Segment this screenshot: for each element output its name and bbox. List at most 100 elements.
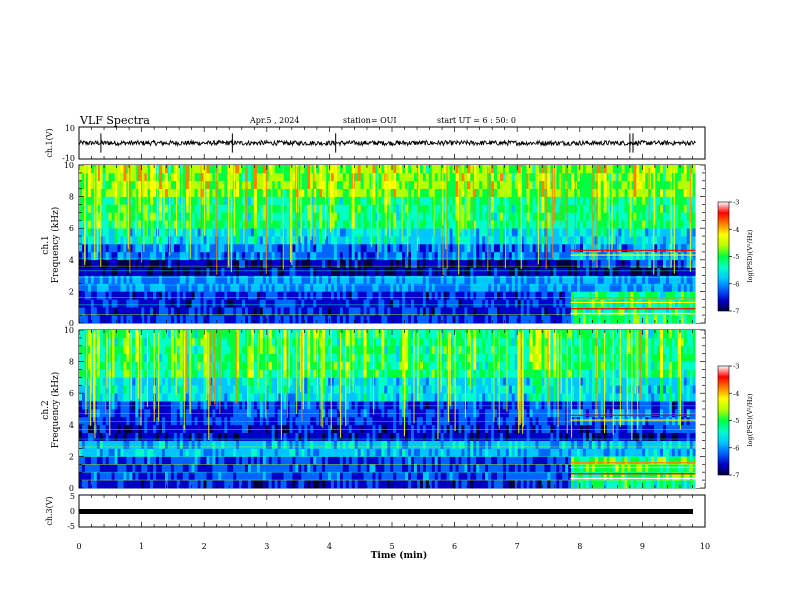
spectrogram-cell [250, 259, 255, 268]
spectrogram-cell [253, 275, 258, 284]
spectrogram-cell [425, 315, 430, 324]
spectrogram-cell [325, 275, 329, 284]
spectrogram-cell [132, 432, 136, 441]
spectrogram-cell [639, 251, 643, 261]
spectrogram-cell [479, 291, 483, 300]
spectrogram-cell [144, 244, 148, 253]
spectrogram-cell [455, 307, 459, 316]
spectrogram-cell [342, 275, 347, 284]
spectrogram-cell [603, 275, 608, 284]
spectrogram-cell [449, 236, 453, 245]
spectrogram-cell [120, 283, 124, 292]
spectrogram-cell [197, 251, 201, 261]
spectrogram-cell [126, 315, 130, 324]
spectrogram-cell [636, 244, 640, 253]
spectrogram-cell [316, 220, 320, 229]
spectrogram-cell [156, 251, 160, 261]
spectrogram-cell [366, 180, 370, 189]
spectrogram-cell [514, 283, 519, 292]
spectrogram-cell [248, 259, 252, 268]
spectrogram-cell [651, 307, 655, 316]
spectrogram-cell [215, 299, 219, 308]
spectrogram-cell [185, 291, 190, 300]
spectrogram-cell [488, 299, 492, 308]
spectrogram-cell [473, 236, 477, 245]
spectrogram-cell [476, 236, 480, 245]
spectrogram-cell [476, 244, 480, 253]
spectrogram-cell [126, 401, 130, 410]
spectrogram-cell [114, 204, 118, 213]
spectrogram-cell [271, 212, 276, 221]
spectrogram-cell [197, 267, 201, 276]
spectrogram-cell [283, 172, 287, 182]
spectrogram-cell [663, 307, 667, 316]
spectrogram-cell [674, 275, 679, 284]
spectrogram-cell [583, 188, 587, 197]
spectrogram-cell [333, 196, 338, 205]
spectrogram-cell [126, 464, 130, 473]
spectrogram-cell [372, 275, 376, 284]
spectrogram-cell [612, 212, 616, 221]
spectrogram-cell [363, 283, 367, 292]
spectrogram-cell [123, 165, 127, 174]
spectrogram-cell [111, 212, 115, 221]
spectrogram-cell [123, 472, 127, 481]
spectrogram-cell [295, 307, 299, 316]
spectrogram-cell [686, 165, 691, 174]
spectrogram-cell [497, 307, 501, 316]
spectrogram-cell [111, 251, 115, 261]
spectrogram-cell [603, 228, 608, 237]
spectrogram-cell [491, 275, 495, 284]
spectrogram-cell [562, 188, 566, 197]
spectrogram-cell [298, 283, 302, 292]
spectrogram-cell [82, 480, 86, 489]
spectrogram-cell [461, 259, 465, 268]
spectrogram-cell [105, 180, 110, 189]
spectrogram-cell [594, 291, 599, 300]
spectrogram-cell [212, 315, 216, 324]
spectrogram-cell [292, 172, 296, 182]
spectrogram-cell [686, 259, 691, 268]
spectrogram-cell [105, 291, 110, 300]
spectrogram-cell [84, 464, 89, 473]
spectrogram-cell [280, 251, 284, 261]
spectrogram-cell [102, 228, 107, 237]
spectrogram-cell [90, 299, 95, 308]
spectrogram-cell [686, 251, 691, 261]
spectrogram-cell [319, 204, 323, 213]
spectrogram-cell [245, 267, 249, 276]
spectrogram-cell [508, 228, 513, 237]
spectrogram-cell [105, 416, 110, 426]
spectrogram-cell [135, 315, 139, 324]
spectrogram-cell [562, 212, 566, 221]
spectrogram-cell [259, 165, 264, 174]
spectrogram-cell [692, 259, 696, 268]
spectrogram-cell [114, 291, 118, 300]
spectrogram-cell [600, 236, 605, 245]
spectrogram-cell [289, 259, 293, 268]
spectrogram-cell [369, 251, 373, 261]
spectrogram-cell [345, 299, 350, 308]
spectrogram-cell [218, 180, 222, 189]
spectrogram-cell [292, 236, 296, 245]
spectrogram-cell [236, 299, 240, 308]
spectrogram-cell [550, 220, 554, 229]
spectrogram-cell [141, 480, 145, 489]
spectrogram-cell [485, 220, 489, 229]
spectrogram-cell [416, 267, 421, 276]
spectrogram-cell [138, 353, 142, 362]
spectrogram-cell [674, 251, 679, 261]
spectrogram-cell [227, 307, 231, 316]
spectrogram-cell [600, 172, 605, 182]
spectrogram-cell [289, 307, 293, 316]
spectrogram-cell [114, 432, 118, 441]
spectrogram-cell [123, 416, 127, 426]
spectrogram-cell [328, 307, 332, 316]
spectrogram-cell [253, 244, 258, 253]
spectrogram-cell [588, 172, 593, 182]
spectrogram-cell [660, 307, 664, 316]
spectrogram-cell [396, 165, 400, 174]
spectrogram-cell [514, 251, 519, 261]
spectrogram-cell [446, 196, 450, 205]
spectrogram-cell [497, 283, 501, 292]
